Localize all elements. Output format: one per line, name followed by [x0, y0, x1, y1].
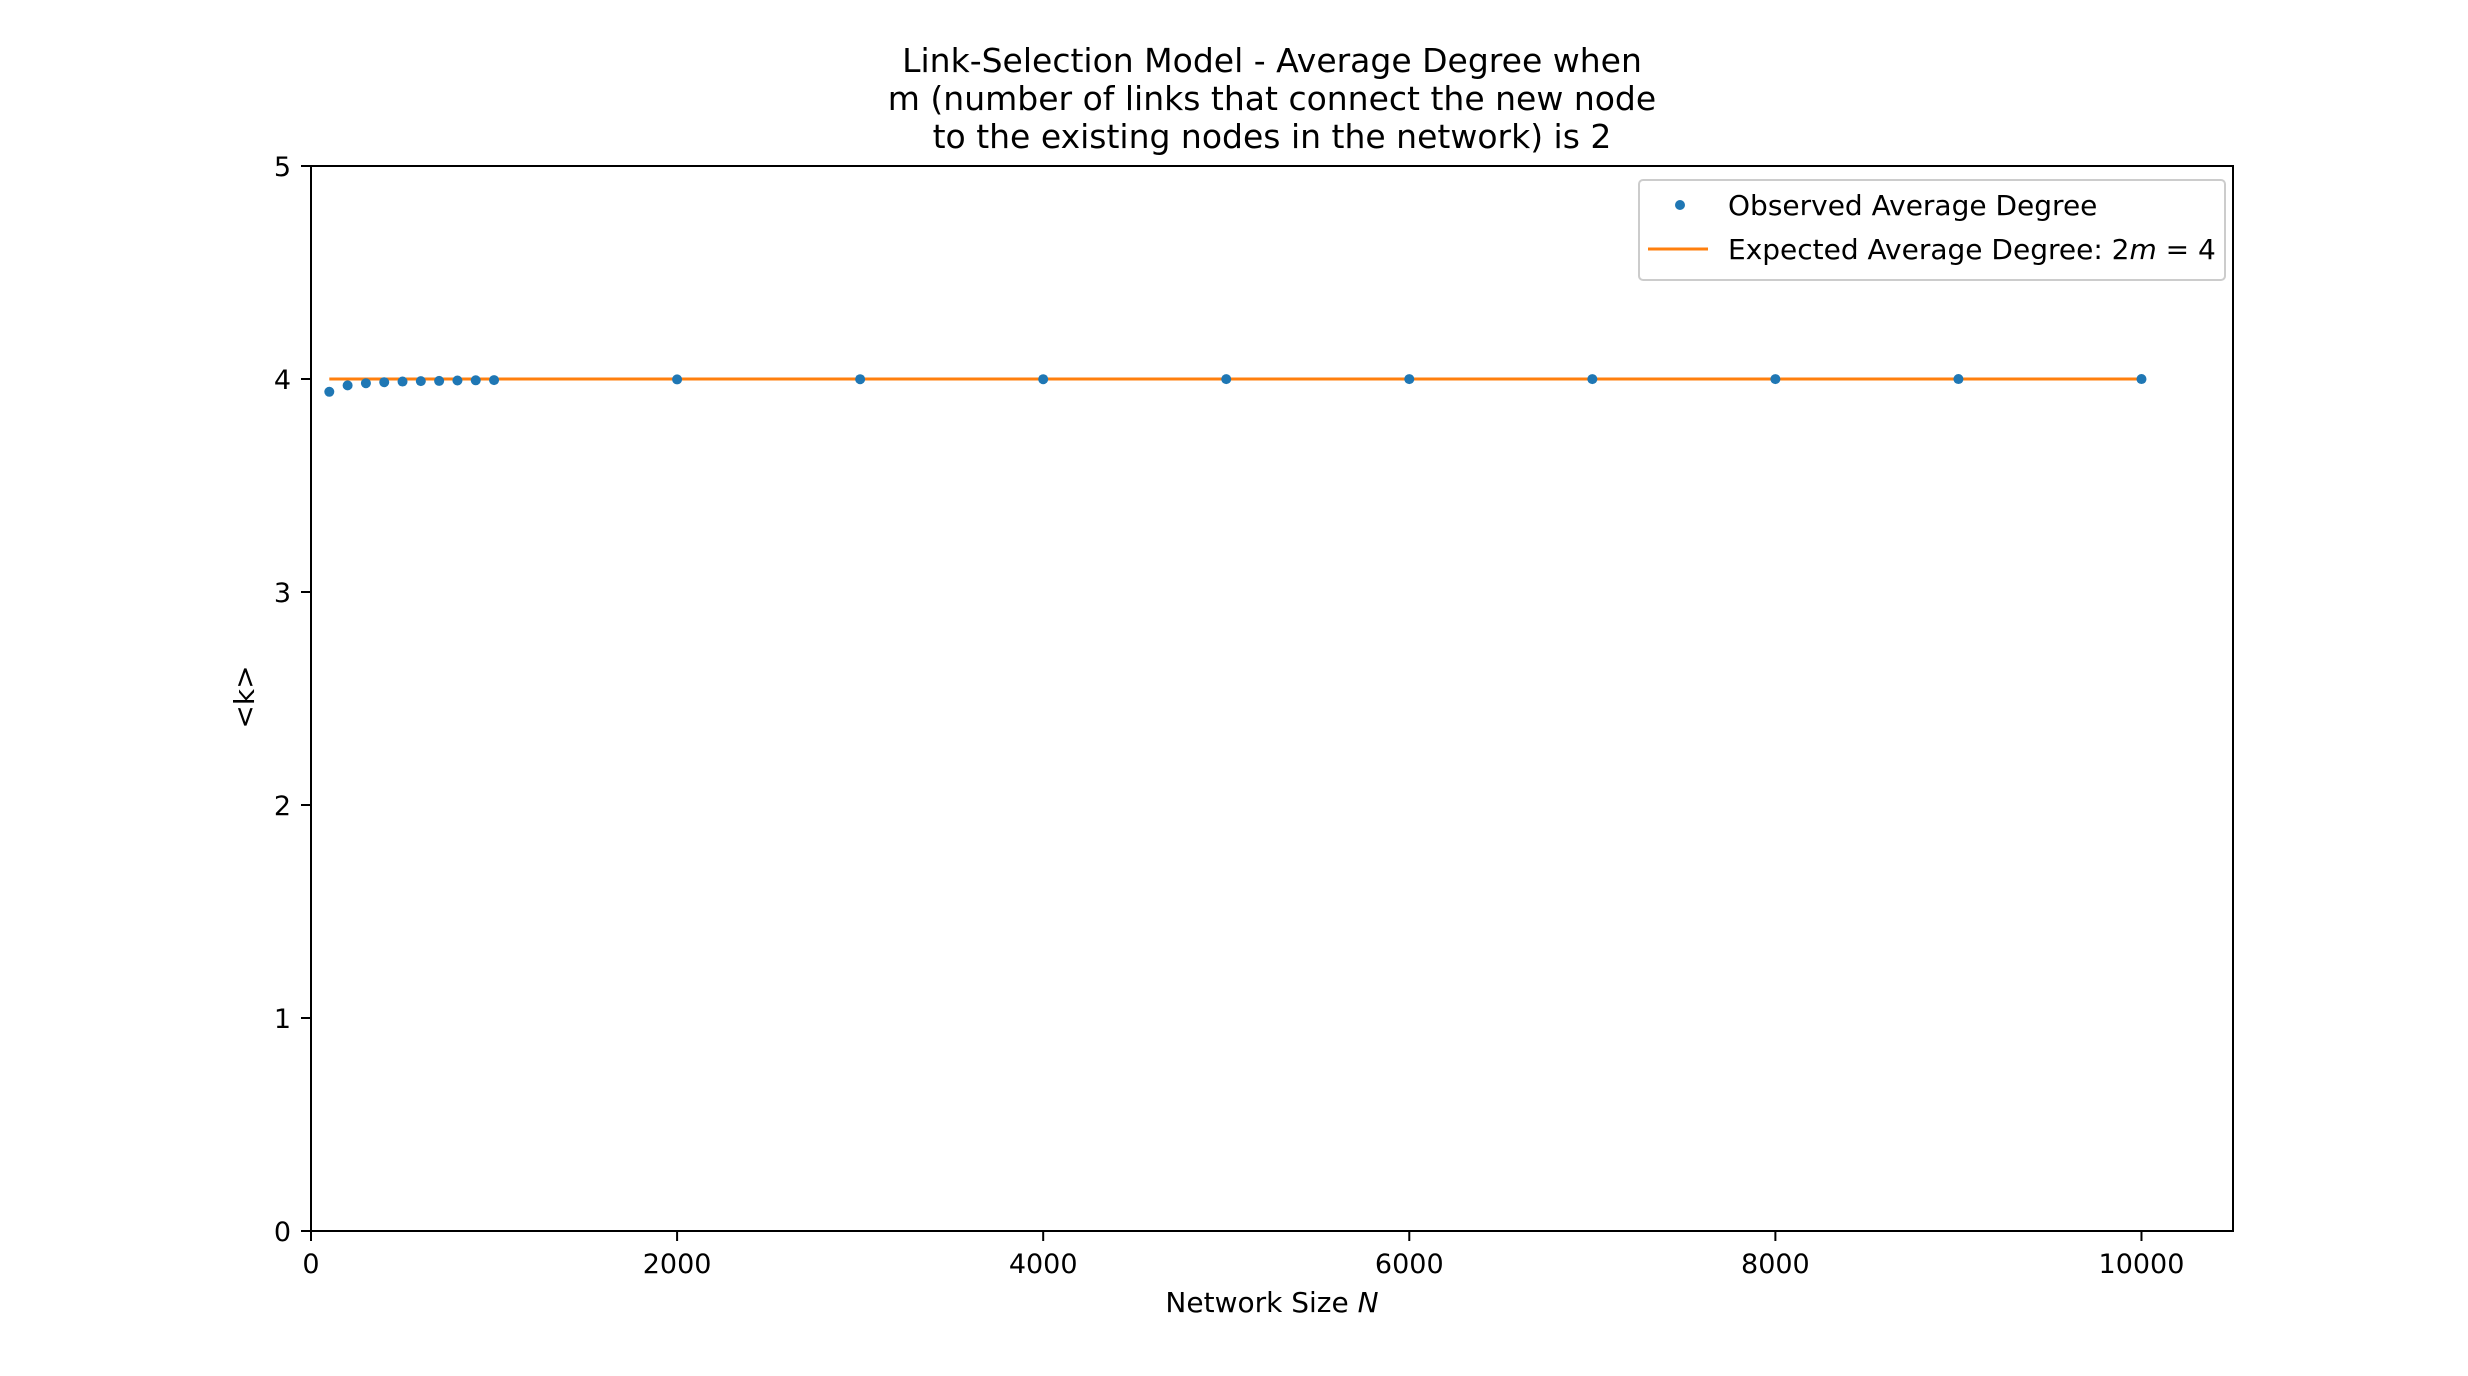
axes-frame [310, 165, 2234, 1232]
legend-label-observed: Observed Average Degree [1728, 189, 2097, 222]
x-axis-label: Network Size N [1165, 1286, 1378, 1319]
observed-point [397, 376, 408, 387]
x-tick-label: 8000 [1741, 1249, 1810, 1280]
y-tick-label: 2 [274, 791, 291, 822]
observed-point [2136, 374, 2147, 385]
observed-point [489, 375, 500, 386]
y-tick-label: 5 [274, 152, 291, 183]
chart-title-line-2: m (number of links that connect the new … [888, 79, 1656, 118]
plot-area [310, 165, 2234, 1232]
observed-point [672, 374, 683, 385]
x-axis: 0 2000 4000 6000 8000 10000 [302, 1231, 2184, 1280]
observed-point [855, 374, 866, 385]
observed-point [342, 380, 353, 391]
observed-point [470, 375, 481, 386]
y-tick-label: 4 [274, 365, 291, 396]
y-axis-label: <k> [228, 665, 261, 728]
x-tick-label: 6000 [1375, 1249, 1444, 1280]
chart-title: Link-Selection Model - Average Degree wh… [888, 41, 1656, 156]
observed-point [452, 375, 463, 386]
chart-title-line-3: to the existing nodes in the network) is… [933, 117, 1612, 156]
x-tick-label: 10000 [2099, 1249, 2185, 1280]
observed-point [1770, 374, 1781, 385]
observed-point [324, 386, 335, 397]
observed-point [1953, 374, 1964, 385]
observed-point [415, 376, 426, 387]
legend-label-expected: Expected Average Degree: 2m = 4 [1728, 233, 2216, 266]
legend-box [1638, 179, 2226, 281]
y-tick-label: 1 [274, 1004, 291, 1035]
observed-point [434, 375, 445, 386]
legend-marker-observed [1675, 200, 1685, 210]
x-tick-label: 0 [302, 1249, 319, 1280]
observed-point [379, 377, 390, 388]
y-tick-label: 3 [274, 578, 291, 609]
observed-point [1038, 374, 1049, 385]
observed-point [1221, 374, 1232, 385]
y-axis: 0 1 2 3 4 5 [274, 152, 311, 1248]
y-tick-label: 0 [274, 1217, 291, 1248]
chart-title-line-1: Link-Selection Model - Average Degree wh… [902, 41, 1642, 80]
x-tick-label: 2000 [643, 1249, 712, 1280]
observed-point [360, 378, 371, 389]
observed-point [1404, 374, 1415, 385]
legend: Observed Average Degree Expected Average… [1638, 179, 2226, 281]
x-tick-label: 4000 [1009, 1249, 1078, 1280]
observed-point [1587, 374, 1598, 385]
